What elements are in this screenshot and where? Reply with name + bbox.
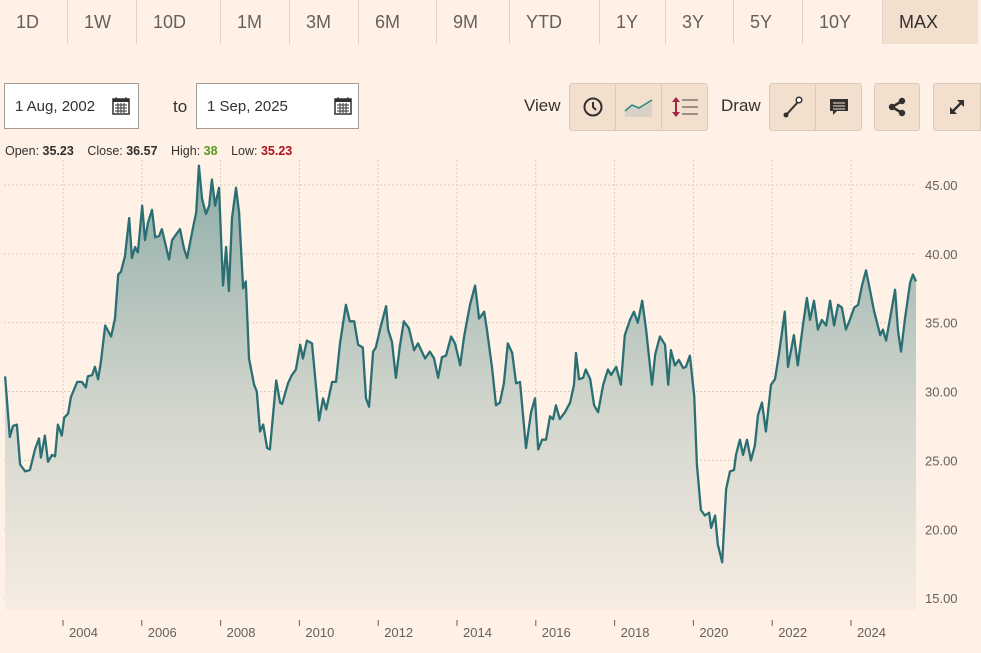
date-from-input[interactable]: 1 Aug, 2002 (4, 83, 139, 129)
x-tick-label: 2012 (384, 625, 413, 640)
fullscreen-button[interactable] (933, 83, 981, 131)
view-label: View (524, 96, 561, 115)
price-line (3, 164, 918, 564)
high-value: 38 (203, 144, 218, 158)
date-to-value: 1 Sep, 2025 (207, 97, 288, 115)
range-tab-10d[interactable]: 10D (137, 0, 221, 44)
x-tick-label: 2008 (227, 625, 256, 640)
ohlc-stats: Open: 35.23 Close: 36.57 High: 38 Low: 3… (5, 144, 302, 158)
x-tick-label: 2006 (148, 625, 177, 640)
calendar-icon[interactable] (112, 95, 130, 115)
open-value: 35.23 (42, 144, 74, 158)
y-tick-label: 35.00 (925, 316, 958, 331)
x-tick-label: 2004 (69, 625, 98, 640)
draw-line-button[interactable] (769, 83, 816, 131)
range-tab-1y[interactable]: 1Y (600, 0, 666, 44)
price-area-fill (5, 165, 917, 610)
x-tick-label: 2022 (778, 625, 807, 640)
annotate-button[interactable] (815, 83, 862, 131)
x-tick-label: 2016 (542, 625, 571, 640)
range-tab-3y[interactable]: 3Y (666, 0, 734, 44)
x-tick-label: 2018 (621, 625, 650, 640)
x-tick-label: 2010 (305, 625, 334, 640)
range-tab-9m[interactable]: 9M (437, 0, 510, 44)
line-chart-icon (624, 99, 652, 117)
range-tab-1w[interactable]: 1W (68, 0, 137, 44)
share-icon (888, 97, 906, 117)
draw-label: Draw (721, 96, 761, 115)
range-tab-10y[interactable]: 10Y (803, 0, 883, 44)
range-tab-1m[interactable]: 1M (221, 0, 290, 44)
y-tick-label: 20.00 (925, 522, 958, 537)
x-tick-label: 2020 (699, 625, 728, 640)
clock-icon (583, 97, 602, 117)
line-tool-icon (783, 96, 803, 118)
close-value: 36.57 (126, 144, 158, 158)
range-tabs: 1D 1W 10D 1M 3M 6M 9M YTD 1Y 3Y 5Y 10Y MAX (0, 0, 981, 44)
price-chart[interactable]: 15.00 20.00 25.00 30.00 35.00 40.00 45.00 2004 2… (0, 160, 981, 653)
open-label: Open: (5, 144, 40, 158)
close-label: Close: (87, 144, 123, 158)
high-label: High: (171, 144, 201, 158)
y-tick-label: 15.00 (925, 591, 958, 606)
y-tick-label: 30.00 (925, 385, 958, 400)
range-tab-3m[interactable]: 3M (290, 0, 359, 44)
y-tick-label: 40.00 (925, 247, 958, 262)
range-tab-ytd[interactable]: YTD (510, 0, 600, 44)
share-button[interactable] (874, 83, 920, 131)
range-tab-1d[interactable]: 1D (0, 0, 68, 44)
calendar-icon[interactable] (334, 95, 352, 115)
time-view-button[interactable] (569, 83, 616, 131)
x-tick-label: 2024 (857, 625, 886, 640)
scale-view-button[interactable] (661, 83, 708, 131)
range-tab-6m[interactable]: 6M (359, 0, 437, 44)
x-tick-label: 2014 (463, 625, 492, 640)
range-tab-max[interactable]: MAX (883, 0, 978, 44)
range-tab-5y[interactable]: 5Y (734, 0, 803, 44)
line-chart-view-button[interactable] (615, 83, 662, 131)
date-from-value: 1 Aug, 2002 (15, 97, 96, 115)
vertical-scale-icon (671, 97, 698, 117)
low-value: 35.23 (260, 144, 293, 158)
y-tick-label: 45.00 (925, 178, 958, 193)
date-to-input[interactable]: 1 Sep, 2025 (196, 83, 359, 129)
y-tick-label: 25.00 (925, 453, 958, 468)
comment-icon (829, 99, 848, 115)
to-label: to (173, 97, 188, 116)
expand-icon (950, 100, 964, 114)
low-label: Low: (231, 144, 258, 158)
